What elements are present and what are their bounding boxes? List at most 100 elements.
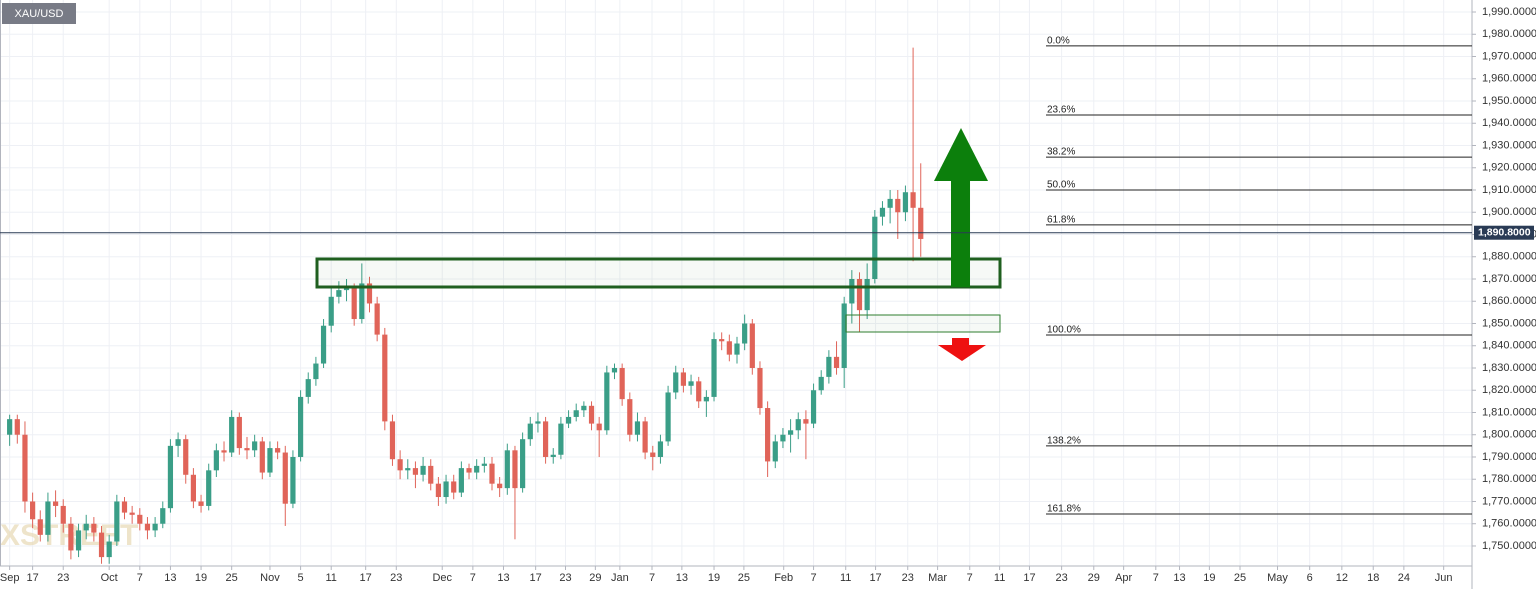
candle-body: [60, 505, 66, 524]
candle-body: [864, 278, 870, 311]
candle-body: [527, 423, 533, 440]
y-tick-label: 1,750.0000: [1482, 540, 1536, 552]
candle-body: [22, 434, 28, 502]
candle-body: [297, 396, 304, 457]
candle-body: [443, 481, 449, 498]
candle-body: [849, 278, 855, 304]
candle-body: [229, 416, 235, 453]
candle-body: [787, 430, 794, 435]
candle-body: [75, 530, 82, 551]
candle-body: [160, 508, 166, 524]
y-tick-label: 1,830.0000: [1482, 362, 1536, 374]
x-tick-label: 18: [1367, 572, 1379, 584]
x-tick-label: Oct: [101, 572, 118, 584]
down-arrow: [938, 338, 986, 361]
y-tick-label: 1,910.0000: [1482, 184, 1536, 196]
candle-body: [198, 501, 204, 506]
x-tick-label: 23: [57, 572, 69, 584]
candle-body: [749, 323, 755, 368]
candle-body: [573, 410, 579, 417]
x-tick-label: 11: [326, 572, 337, 584]
candle-body: [282, 452, 288, 504]
candle-body: [45, 501, 51, 535]
candle-body: [833, 356, 840, 368]
y-tick-label: 1,810.0000: [1482, 406, 1536, 418]
last-price-box: [1474, 225, 1534, 240]
y-tick-label: 1,780.0000: [1482, 473, 1536, 485]
x-tick-label: 13: [1173, 572, 1185, 584]
candle-body: [650, 452, 656, 457]
symbol-box: [2, 3, 76, 24]
x-tick-label: 11: [994, 572, 1005, 584]
x-tick-label: 17: [1023, 572, 1035, 584]
x-tick-label: 23: [902, 572, 914, 584]
candle-body: [221, 450, 227, 453]
candle-body: [320, 325, 327, 364]
candle-body: [37, 519, 43, 535]
candle-body: [366, 283, 373, 304]
x-tick-label: 13: [164, 572, 176, 584]
candle-body: [336, 290, 342, 297]
candle-body: [68, 523, 74, 551]
candle-body: [458, 468, 464, 493]
candle-body: [114, 501, 120, 542]
x-tick-label: 13: [676, 572, 688, 584]
candle-body: [596, 423, 602, 431]
candle-body: [535, 421, 541, 424]
candle-body: [489, 463, 495, 484]
x-tick-label: 17: [360, 572, 372, 584]
candle-body: [451, 481, 457, 493]
candle-body: [818, 376, 824, 391]
x-tick-label: Jan: [611, 572, 629, 584]
candle-body: [742, 323, 748, 344]
candle-body: [810, 390, 817, 424]
x-tick-label: 29: [1088, 572, 1100, 584]
candle-body: [497, 483, 503, 489]
y-tick-label: 1,860.0000: [1482, 295, 1536, 307]
candle-body: [190, 474, 196, 502]
candle-body: [757, 367, 763, 409]
x-tick-label: 23: [1055, 572, 1067, 584]
x-tick-label: Nov: [260, 572, 280, 584]
fib-label: 61.8%: [1047, 215, 1075, 226]
candle-body: [657, 441, 664, 457]
y-tick-label: 1,960.0000: [1482, 73, 1536, 85]
candle-body: [236, 416, 242, 449]
candle-body: [634, 421, 641, 435]
candle-body: [619, 367, 625, 400]
candle-body: [826, 356, 832, 377]
candle-body: [206, 470, 212, 506]
candle-body: [420, 465, 426, 475]
candle-body: [520, 439, 526, 489]
x-tick-label: 7: [649, 572, 655, 584]
candle-body: [428, 465, 434, 484]
candle-body: [52, 501, 59, 506]
candle-body: [504, 450, 510, 489]
x-tick-label: May: [1267, 572, 1288, 584]
resistance-zone: [315, 257, 1002, 289]
candle-body: [680, 372, 687, 386]
candle-body: [703, 396, 709, 402]
candle-body: [795, 419, 801, 431]
y-tick-label: 1,900.0000: [1482, 206, 1536, 218]
candle-body: [772, 441, 778, 462]
candle-body: [382, 334, 388, 422]
x-tick-label: 6: [1307, 572, 1313, 584]
candle-body: [856, 278, 863, 311]
fib-label: 38.2%: [1047, 147, 1075, 158]
x-tick-label: 17: [869, 572, 881, 584]
candle-body: [780, 434, 786, 442]
candle-body: [841, 303, 847, 368]
candle-body: [581, 405, 587, 411]
candle-body: [14, 419, 20, 435]
fib-label: 0.0%: [1047, 35, 1070, 46]
candle-body: [389, 421, 396, 460]
x-tick-label: Jun: [1435, 572, 1453, 584]
x-tick-label: 7: [137, 572, 143, 584]
candle-body: [711, 339, 717, 397]
candle-body: [474, 465, 480, 473]
candle-body: [305, 379, 311, 397]
candle-body: [719, 339, 725, 342]
candle-body: [167, 445, 174, 509]
candle-body: [351, 287, 357, 320]
